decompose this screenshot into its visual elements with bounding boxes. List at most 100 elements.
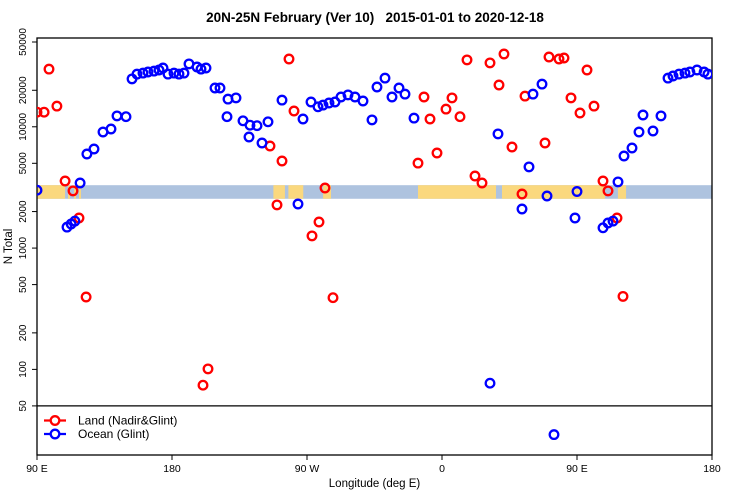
data-point bbox=[440, 103, 452, 115]
data-point bbox=[197, 379, 209, 391]
data-point bbox=[548, 429, 560, 441]
data-point bbox=[602, 185, 614, 197]
data-point bbox=[461, 54, 473, 66]
legend-marker bbox=[49, 415, 61, 426]
data-point bbox=[702, 68, 712, 80]
data-point bbox=[105, 123, 117, 135]
data-point bbox=[81, 148, 93, 160]
map-band-land-segment bbox=[74, 185, 76, 199]
x-tick-label: 90 E bbox=[566, 463, 588, 475]
legend-marker bbox=[49, 428, 61, 440]
data-point bbox=[618, 150, 630, 162]
data-point bbox=[626, 142, 638, 154]
data-point bbox=[574, 107, 586, 119]
data-points-layer bbox=[37, 48, 712, 441]
data-point bbox=[617, 290, 629, 302]
data-point bbox=[454, 111, 466, 123]
data-point bbox=[541, 190, 553, 202]
legend-item-land: Land (Nadir&Glint) bbox=[44, 414, 177, 428]
data-point bbox=[305, 96, 317, 108]
y-tick-label: 500 bbox=[18, 276, 29, 293]
data-point bbox=[484, 377, 496, 389]
data-point bbox=[313, 216, 325, 228]
data-point bbox=[492, 128, 504, 140]
data-point bbox=[612, 176, 624, 188]
legend-label: Ocean (Glint) bbox=[78, 427, 149, 441]
data-point bbox=[120, 111, 132, 123]
data-point bbox=[357, 95, 369, 107]
data-point bbox=[543, 51, 555, 63]
data-point bbox=[408, 112, 420, 124]
data-point bbox=[74, 177, 86, 189]
x-tick-label: 90 E bbox=[26, 463, 48, 475]
data-point bbox=[418, 91, 430, 103]
map-band-land-segment bbox=[617, 185, 627, 199]
x-tick-label: 180 bbox=[703, 463, 721, 475]
data-point bbox=[523, 161, 535, 173]
y-tick-label: 20000 bbox=[18, 76, 29, 104]
series-ocean bbox=[37, 58, 712, 441]
data-point bbox=[51, 100, 63, 112]
data-point bbox=[80, 291, 92, 303]
data-point bbox=[516, 203, 528, 215]
x-axis-title: Longitude (deg E) bbox=[329, 478, 421, 490]
data-point bbox=[43, 63, 55, 75]
data-point bbox=[431, 147, 443, 159]
y-tick-label: 200 bbox=[18, 324, 29, 341]
data-point bbox=[386, 91, 398, 103]
y-tick-label: 5000 bbox=[18, 152, 29, 175]
y-tick-label: 100 bbox=[18, 361, 29, 378]
data-point bbox=[536, 78, 548, 90]
data-point bbox=[506, 141, 518, 153]
data-point bbox=[673, 68, 685, 80]
data-point bbox=[667, 70, 679, 82]
data-point bbox=[276, 94, 288, 106]
data-point bbox=[679, 67, 691, 79]
data-point bbox=[602, 217, 614, 229]
x-tick-label: 0 bbox=[439, 463, 445, 475]
map-band-land-segment bbox=[418, 185, 496, 199]
data-point bbox=[111, 110, 123, 122]
data-point bbox=[565, 92, 577, 104]
y-tick-label: 50000 bbox=[18, 28, 29, 56]
data-point bbox=[581, 64, 593, 76]
data-point bbox=[251, 120, 263, 132]
x-tick-label: 180 bbox=[163, 463, 181, 475]
data-point bbox=[221, 111, 233, 123]
data-point bbox=[446, 92, 458, 104]
data-point bbox=[37, 106, 43, 118]
data-point bbox=[553, 53, 565, 65]
data-point bbox=[276, 155, 288, 167]
legend: Land (Nadir&Glint)Ocean (Glint) bbox=[44, 414, 177, 441]
data-point bbox=[38, 106, 50, 118]
data-point bbox=[173, 68, 185, 80]
data-point bbox=[323, 97, 335, 109]
map-band-land-segment bbox=[37, 185, 66, 199]
data-point bbox=[317, 99, 329, 111]
data-point bbox=[162, 68, 174, 80]
data-point bbox=[312, 101, 324, 113]
y-tick-label: 2000 bbox=[18, 200, 29, 223]
data-point bbox=[569, 212, 581, 224]
data-point bbox=[493, 79, 505, 91]
data-point bbox=[379, 72, 391, 84]
data-point bbox=[597, 175, 609, 187]
data-point bbox=[662, 72, 674, 84]
data-point bbox=[288, 105, 300, 117]
x-tick-label: 90 W bbox=[295, 463, 320, 475]
data-point bbox=[571, 186, 583, 197]
data-point bbox=[371, 81, 383, 93]
data-point bbox=[69, 215, 81, 227]
y-tick-label: 50 bbox=[18, 400, 29, 412]
data-point bbox=[283, 53, 295, 65]
data-point bbox=[516, 188, 528, 200]
data-point bbox=[178, 67, 190, 79]
data-point bbox=[476, 177, 488, 189]
data-point bbox=[243, 131, 255, 143]
data-point bbox=[262, 116, 274, 128]
data-point bbox=[292, 198, 304, 210]
plot-border bbox=[36, 37, 713, 456]
data-point bbox=[214, 82, 226, 94]
